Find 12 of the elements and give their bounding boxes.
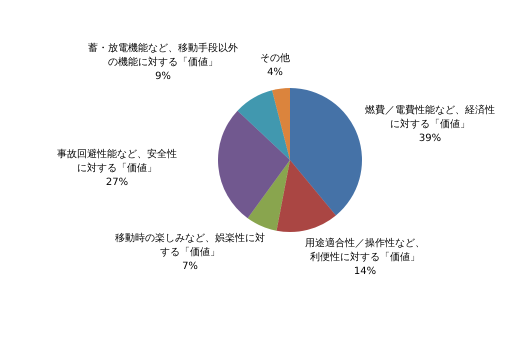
slice-label: その他 [259,52,291,66]
data-label: 27% [104,176,130,190]
slice-label: 移動時の楽しみなど、娯楽性に対する「価値」 [115,232,265,260]
data-label: 9% [154,70,172,84]
slice-label: 用途適合性／操作性など、利便性に対する「価値」 [305,237,425,265]
slice-label: 事故回避性能など、安全性に対する「価値」 [56,148,178,176]
data-label: 4% [266,66,284,80]
slice-label: 蓄・放電機能など、移動手段以外の機能に対する「価値」 [88,42,238,70]
data-label: 39% [418,132,442,146]
slice-label: 燃費／電費性能など、経済性に対する「価値」 [365,104,495,132]
data-label: 7% [181,260,199,274]
data-label: 14% [352,265,378,279]
